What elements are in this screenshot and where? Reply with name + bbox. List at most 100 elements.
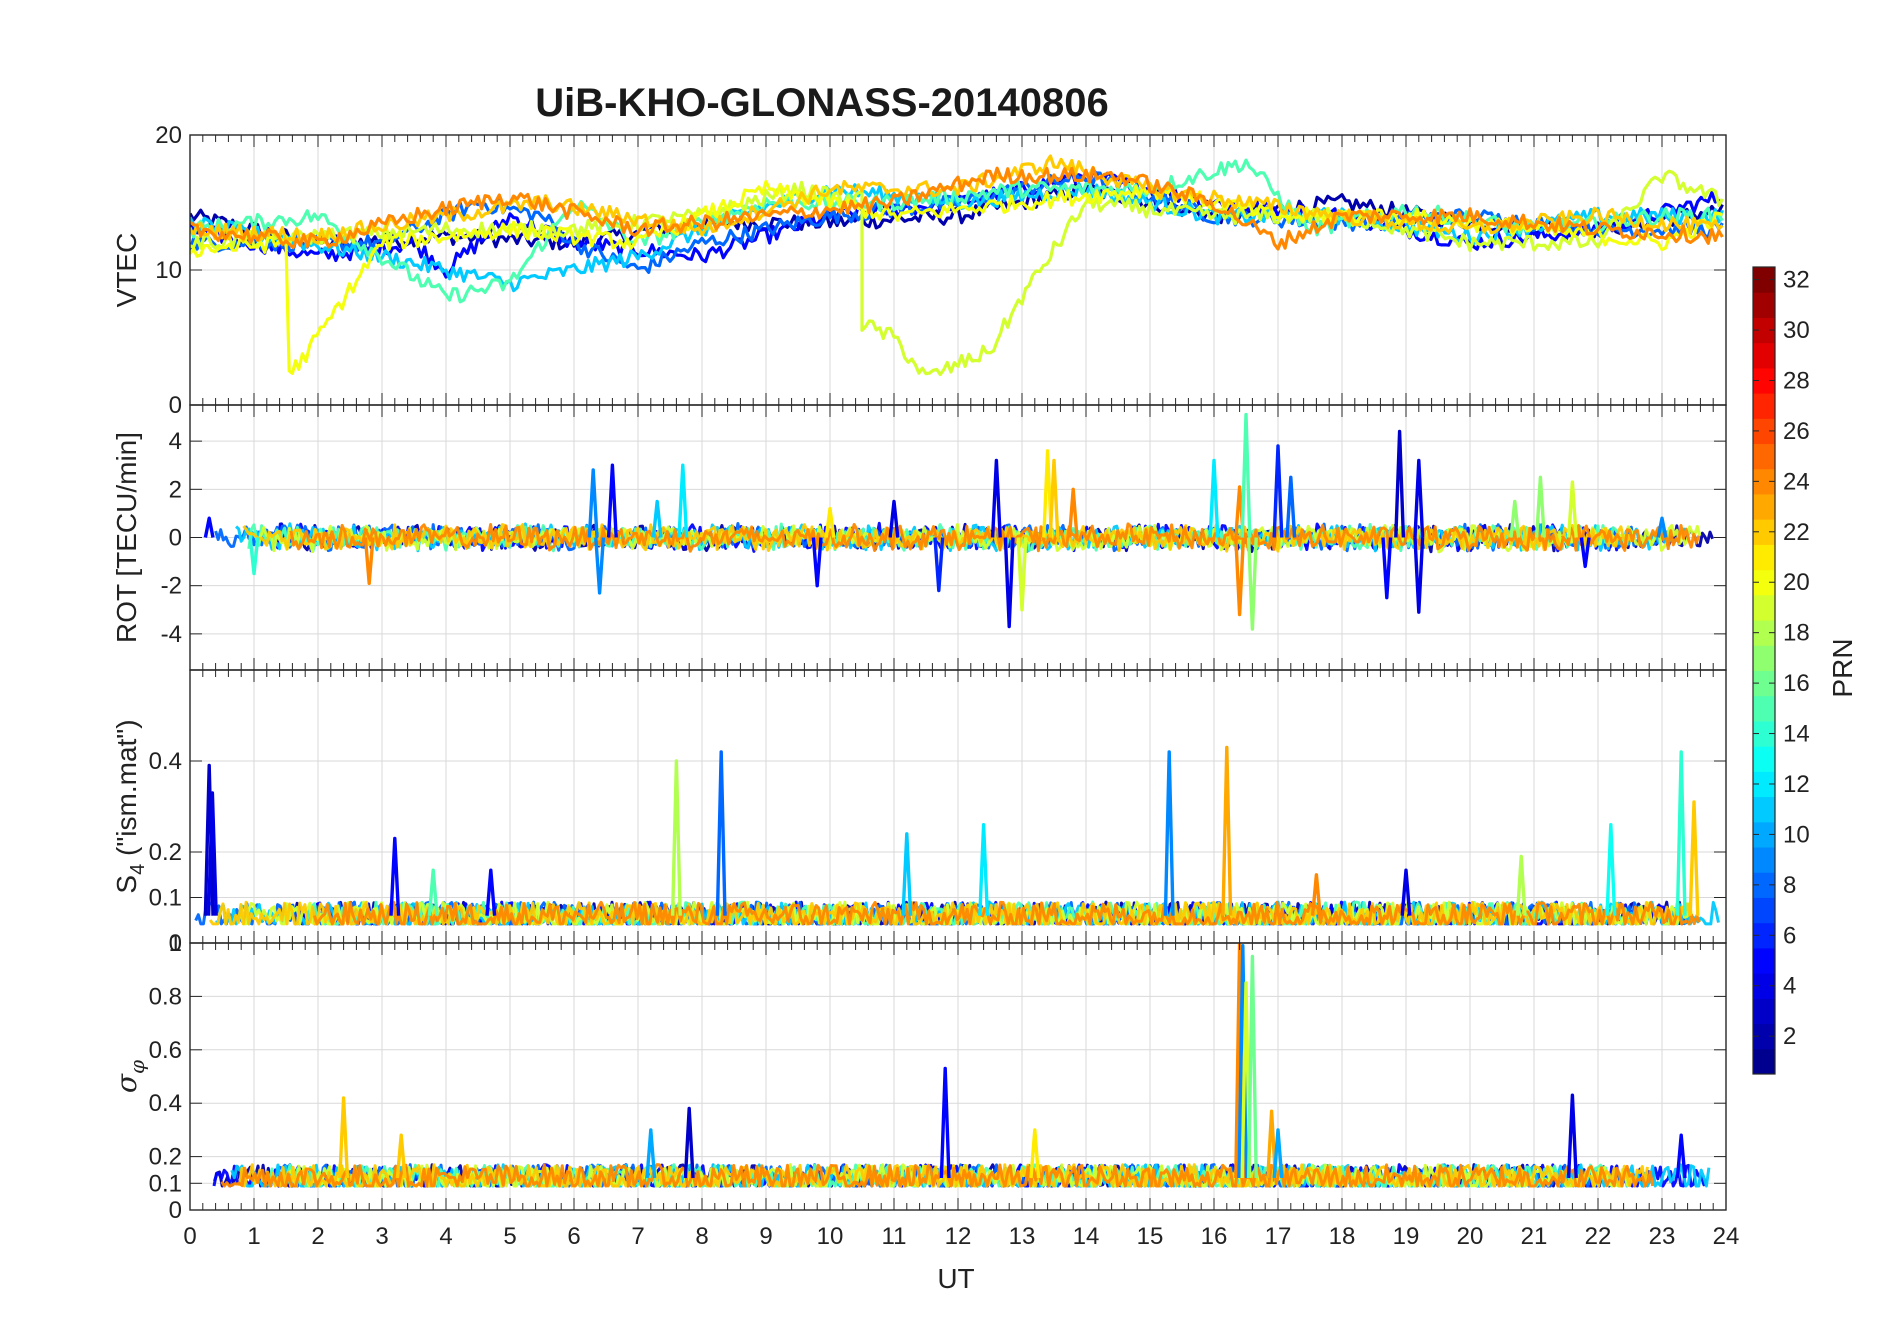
spike-sigma_phi-0 (338, 1096, 350, 1179)
y-tick-label: 0.4 (149, 1090, 182, 1117)
spike-sigma_phi-12 (1566, 1093, 1578, 1179)
x-tick-label: 12 (945, 1223, 972, 1250)
x-tick-label: 6 (567, 1223, 580, 1250)
colorbar-segment (1753, 720, 1775, 747)
spike-rot-33 (1656, 516, 1668, 538)
x-tick-label: 1 (247, 1223, 260, 1250)
data-group (212, 943, 1711, 1188)
x-tick-label: 14 (1073, 1223, 1100, 1250)
spike-rot-23 (1272, 444, 1284, 538)
colorbar-segment (1753, 746, 1775, 772)
spike-rot-11 (933, 537, 945, 593)
spike-s4-5 (670, 759, 682, 916)
panel-s4: 0 0.1 0.2 0.4S4 ("ism.mat") (111, 669, 1727, 957)
data-group (194, 745, 1720, 926)
spike-rot-3 (587, 468, 599, 538)
colorbar-segment (1753, 973, 1775, 999)
x-tick-label: 22 (1585, 1223, 1612, 1250)
colorbar-segment (1753, 468, 1775, 495)
spike-rot-9 (824, 506, 836, 538)
spike-sigma_phi-9 (1246, 954, 1258, 1179)
y-axis-label: S4 ("ism.mat") (111, 719, 149, 893)
series-prn-20 (190, 179, 1724, 375)
colorbar-frame (1752, 266, 1776, 1075)
chart-title: UiB-KHO-GLONASS-20140806 (535, 81, 1109, 125)
colorbar-tick-label: 6 (1783, 922, 1796, 949)
spike-rot-8 (811, 537, 823, 588)
colorbar-segment (1753, 796, 1775, 823)
spike-rot-20 (1234, 537, 1246, 617)
spike-s4-16 (1688, 800, 1700, 916)
colorbar-segment (1753, 620, 1775, 646)
spike-rot-0 (203, 516, 215, 538)
x-tick-label: 23 (1649, 1223, 1676, 1250)
y-tick-label: 2 (169, 476, 182, 503)
colorbar-segment (1753, 317, 1775, 344)
colorbar-tick-label: 28 (1783, 367, 1810, 394)
spike-rot-30 (1534, 475, 1546, 538)
y-tick-label: -4 (161, 621, 182, 648)
spike-s4-11 (1310, 873, 1322, 916)
colorbar-segment (1753, 292, 1775, 318)
colorbar-segment (1753, 267, 1775, 293)
spike-s4-4 (485, 868, 497, 916)
colorbar-segment (1753, 418, 1775, 445)
y-tick-label: 0.6 (149, 1037, 182, 1064)
colorbar-tick-label: 26 (1783, 418, 1810, 445)
spike-rot-12 (990, 458, 1002, 538)
y-tick-label: 0.8 (149, 983, 182, 1010)
data-group (203, 412, 1714, 631)
spike-s4-12 (1400, 868, 1412, 916)
spike-rot-32 (1579, 537, 1591, 569)
colorbar-tick-label: 16 (1783, 670, 1810, 697)
y-tick-label: 1 (169, 930, 182, 957)
spike-rot-17 (1067, 487, 1079, 538)
spike-rot-10 (888, 499, 900, 538)
noise-prn-24 (289, 522, 1701, 553)
spike-s4-6 (715, 750, 727, 916)
spike-rot-31 (1566, 480, 1578, 538)
colorbar-segment (1753, 695, 1775, 722)
colorbar-segment (1753, 519, 1775, 545)
x-axis-label: UT (937, 1263, 974, 1294)
panel-rot: -4 -2 0 2 4 ROT [TECU/min] (111, 404, 1727, 671)
spike-rot-1 (248, 537, 260, 576)
spike-sigma_phi-1 (395, 1133, 407, 1179)
colorbar-tick-label: 30 (1783, 317, 1810, 344)
spike-s4-13 (1515, 854, 1527, 916)
series-prn-24 (190, 166, 1724, 251)
x-tick-label: 2 (311, 1223, 324, 1250)
y-tick-label: 0.2 (149, 839, 182, 866)
colorbar-segment (1753, 493, 1775, 520)
colorbar-segment (1753, 670, 1775, 697)
colorbar-tick-label: 32 (1783, 267, 1810, 294)
y-tick-label: 0 (169, 392, 182, 419)
colorbar-segment (1753, 821, 1775, 848)
x-tick-label: 9 (759, 1223, 772, 1250)
series-prn-19 (190, 169, 1724, 377)
colorbar-label: PRN (1827, 638, 1858, 697)
spike-s4-3 (427, 868, 439, 916)
spike-s4-7 (901, 832, 913, 916)
y-tick-label: 0 (169, 1197, 182, 1224)
colorbar-segment (1753, 998, 1775, 1025)
spike-s4-9 (1163, 750, 1175, 916)
x-tick-label: 8 (695, 1223, 708, 1250)
colorbar-segment (1753, 922, 1775, 949)
y-axis-label: ROT [TECU/min] (111, 432, 142, 643)
colorbar-segment (1753, 847, 1775, 873)
colorbar-tick-label: 2 (1783, 1023, 1796, 1050)
x-tick-label: 20 (1457, 1223, 1484, 1250)
x-tick-label: 10 (817, 1223, 844, 1250)
spike-s4-8 (978, 823, 990, 916)
x-tick-label: 4 (439, 1223, 452, 1250)
colorbar-tick-label: 14 (1783, 721, 1810, 748)
y-tick-label: 0 (169, 930, 182, 957)
panel-vtec: 0 10 20 VTEC (111, 122, 1727, 419)
x-tick-label: 24 (1713, 1223, 1740, 1250)
spike-s4-14 (1605, 823, 1617, 916)
y-tick-label: 10 (155, 257, 182, 284)
colorbar-tick-label: 18 (1783, 620, 1810, 647)
